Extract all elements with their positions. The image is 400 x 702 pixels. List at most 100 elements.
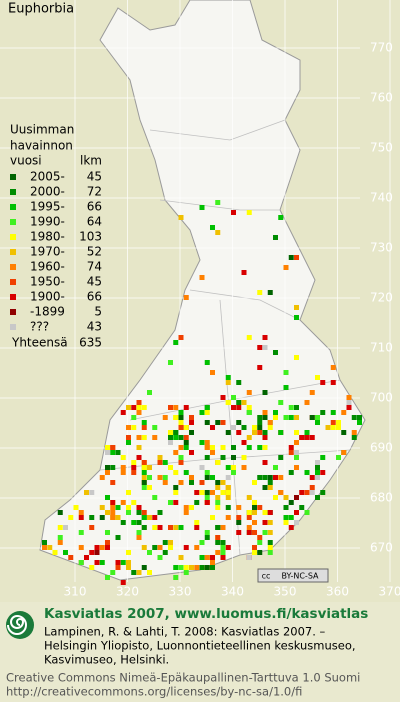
legend-swatch (10, 324, 16, 330)
site-link[interactable]: Kasviatlas 2007, www.luomus.fi/kasviatla… (44, 606, 368, 622)
occurrence (173, 435, 179, 440)
occurrence (231, 470, 236, 475)
legend-swatch (10, 279, 16, 285)
occurrence (89, 525, 95, 530)
occurrence (183, 435, 189, 440)
logo (6, 611, 34, 639)
grid-label: 360 (326, 585, 349, 599)
occurrence (262, 475, 268, 480)
occurrence (294, 495, 299, 500)
occurrence (278, 400, 284, 405)
occurrence (178, 565, 184, 570)
footer-bg (0, 602, 400, 702)
legend-label: ??? (30, 320, 49, 334)
occurrence (320, 470, 326, 475)
occurrence (288, 500, 294, 505)
occurrence (215, 230, 221, 235)
occurrence (278, 215, 284, 220)
occurrence (189, 415, 194, 420)
occurrence (288, 470, 294, 475)
occurrence (262, 485, 268, 490)
occurrence (110, 515, 116, 520)
occurrence (183, 510, 189, 515)
occurrence (236, 420, 242, 425)
grid-label: 310 (64, 585, 87, 599)
occurrence (210, 565, 215, 570)
occurrence (246, 510, 252, 515)
occurrence (241, 270, 247, 275)
occurrence (309, 490, 315, 495)
occurrence (178, 525, 184, 530)
occurrence (131, 570, 137, 575)
occurrence (178, 415, 184, 420)
occurrence (136, 400, 142, 405)
occurrence (183, 445, 189, 450)
occurrence (246, 390, 252, 395)
grid-label: 670 (370, 541, 393, 555)
occurrence (204, 455, 210, 460)
occurrence (252, 500, 257, 505)
occurrence (351, 415, 357, 420)
occurrence (309, 435, 315, 440)
legend-count: 45 (87, 275, 102, 289)
occurrence (183, 425, 189, 430)
occurrence (236, 515, 242, 520)
occurrence (131, 470, 137, 475)
occurrence (115, 535, 121, 540)
occurrence (294, 465, 299, 470)
occurrence (141, 460, 147, 465)
occurrence (173, 500, 179, 505)
occurrence (173, 565, 179, 570)
occurrence (173, 340, 179, 345)
occurrence (147, 390, 152, 395)
occurrence (252, 425, 257, 430)
occurrence (178, 445, 184, 450)
occurrence (204, 490, 210, 495)
occurrence (309, 390, 315, 395)
occurrence (225, 430, 231, 435)
badge-box (257, 568, 329, 583)
occurrence (210, 225, 215, 230)
legend-count: 64 (87, 215, 102, 229)
occurrence (273, 465, 278, 470)
occurrence (183, 295, 189, 300)
license-url[interactable]: http://creativecommons.org/licenses/by-n… (6, 685, 302, 699)
occurrence (168, 525, 173, 530)
occurrence (215, 525, 221, 530)
occurrence (78, 545, 84, 550)
occurrence (105, 510, 110, 515)
occurrence (194, 520, 200, 525)
occurrence (231, 405, 236, 410)
occurrence (183, 405, 189, 410)
legend-count: 66 (87, 200, 102, 214)
occurrence (204, 495, 210, 500)
occurrence (162, 480, 168, 485)
occurrence (141, 510, 147, 515)
occurrence (225, 380, 231, 385)
occurrence (178, 460, 184, 465)
occurrence (351, 435, 357, 440)
occurrence (194, 525, 200, 530)
citation: Helsingin Yliopisto, Luonnontieteellinen… (44, 639, 356, 653)
occurrence (294, 455, 299, 460)
legend-label: 1960- (30, 260, 65, 274)
occurrence (168, 440, 173, 445)
occurrence (315, 475, 320, 480)
occurrence (252, 480, 257, 485)
occurrence (257, 365, 263, 370)
occurrence (288, 255, 294, 260)
occurrence (194, 500, 200, 505)
legend-swatch (10, 189, 16, 195)
occurrence (57, 510, 63, 515)
occurrence (236, 505, 242, 510)
occurrence (178, 435, 184, 440)
occurrence (110, 505, 116, 510)
occurrence (257, 420, 263, 425)
occurrence (246, 335, 252, 340)
legend-swatch (10, 219, 16, 225)
occurrence (183, 570, 189, 575)
legend-label: 2000- (30, 185, 65, 199)
occurrence (173, 430, 179, 435)
occurrence (162, 415, 168, 420)
occurrence (294, 430, 299, 435)
